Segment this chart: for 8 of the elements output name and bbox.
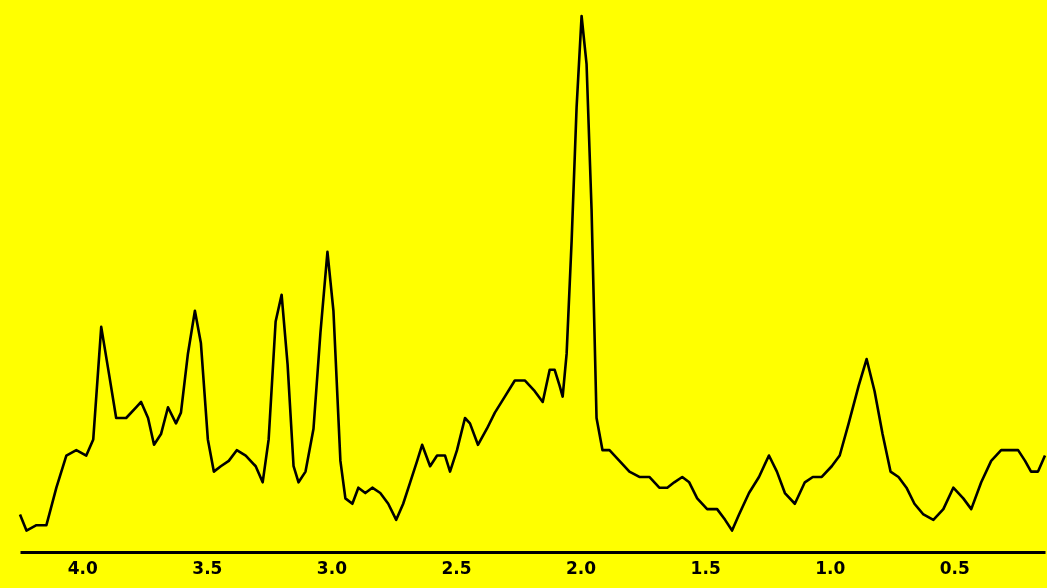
x-tick-label: 4.0 bbox=[67, 557, 99, 578]
x-tick-label: 1.0 bbox=[815, 557, 846, 578]
x-tick-label: 2.0 bbox=[566, 557, 597, 578]
x-tick-label: 1.5 bbox=[690, 557, 721, 578]
x-tick-label: 3.0 bbox=[316, 557, 348, 578]
x-tick-label: 3.5 bbox=[192, 557, 223, 578]
x-tick-label: 0.5 bbox=[939, 557, 970, 578]
x-tick-label: 2.5 bbox=[441, 557, 472, 578]
